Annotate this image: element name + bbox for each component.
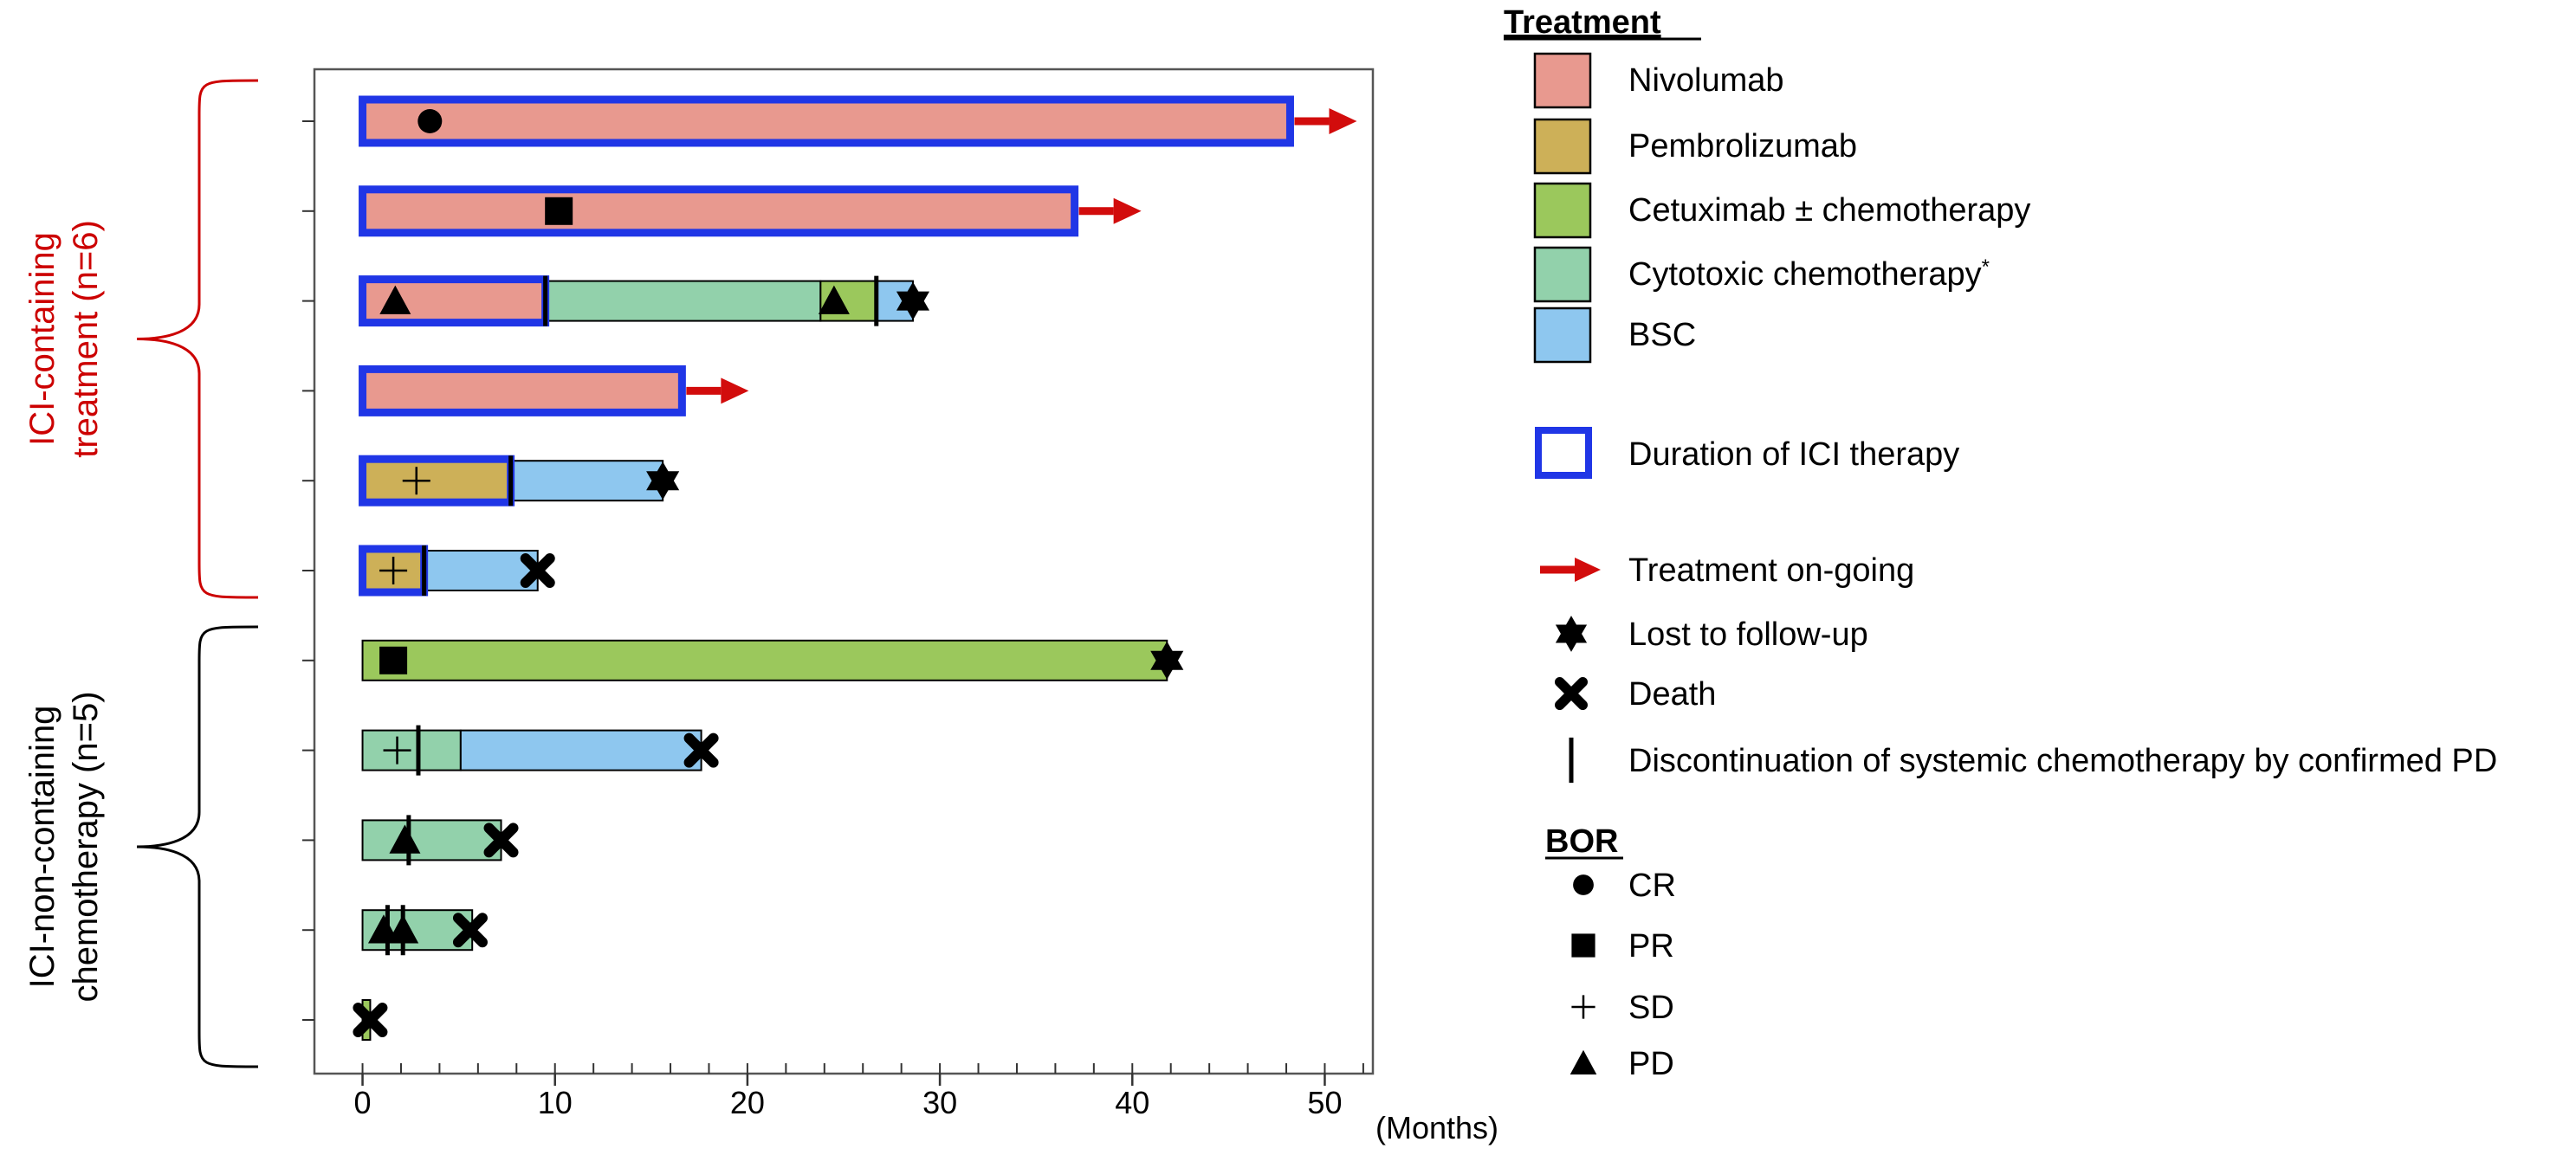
bar-segment-cytotoxic <box>361 819 502 861</box>
lost-star-down <box>896 291 930 320</box>
death-marker <box>452 913 488 948</box>
x-tick-label: 50 <box>1307 1085 1342 1120</box>
group-label-line: ICI-non-containing <box>23 706 61 989</box>
legend-swatch-cetuximab <box>1533 182 1592 239</box>
legend-ongoing-marker <box>1575 558 1601 582</box>
group-label: ICI-non-containing chemotherapy (n=5) <box>23 691 105 1002</box>
legend-ici-frame <box>1535 427 1592 479</box>
legend-sd-marker <box>1571 995 1595 1019</box>
legend-event-label: Discontinuation of systemic chemotherapy… <box>1628 743 2497 779</box>
lost-star-down <box>1555 624 1588 652</box>
sd-marker <box>383 736 411 765</box>
patient-row <box>359 185 1142 237</box>
patient-row <box>361 729 702 771</box>
lost-marker <box>896 281 930 320</box>
bar-segment-bsc <box>509 460 664 502</box>
pd-marker <box>379 285 411 314</box>
legend-treatment-label: Cytotoxic chemotherapy* <box>1628 255 1990 294</box>
death-marker <box>483 823 519 858</box>
pd-marker <box>389 824 421 854</box>
x-tick-label: 10 <box>538 1085 573 1120</box>
cr-marker <box>417 109 443 133</box>
legend-treatment-label: Cetuximab ± chemotherapy <box>1628 192 2030 229</box>
ici-duration-frame <box>359 185 1079 237</box>
death-marker <box>520 553 555 588</box>
legend-swatch-bsc <box>1533 306 1592 364</box>
ongoing-arrow <box>721 377 749 404</box>
sd-marker <box>402 467 430 495</box>
sd-marker <box>379 557 408 584</box>
group-label-line: treatment (n=6) <box>67 220 105 458</box>
death-marker <box>683 732 719 768</box>
legend-event-label: Treatment on-going <box>1628 552 1914 589</box>
x-tick-label: 40 <box>1115 1085 1149 1120</box>
lost-star-down <box>1150 650 1184 680</box>
legend-treatment-label: BSC <box>1628 317 1696 353</box>
bar-segment-pembrolizumab <box>361 460 512 502</box>
legend-event-label: Death <box>1628 676 1716 713</box>
x-axis: 0 10 20 30 40 50 <box>302 120 1364 1120</box>
legend-bor-label: PR <box>1628 928 1674 965</box>
legend: Treatment Nivolumab Pembrolizumab Cetuximab… <box>1504 4 2497 1082</box>
legend-swatch-pembrolizumab <box>1533 118 1592 175</box>
legend-bor-title: BOR <box>1545 823 1618 860</box>
legend-pd-marker <box>1570 1049 1597 1075</box>
legend-bor-label: CR <box>1628 868 1676 904</box>
lost-star-down <box>646 471 680 500</box>
legend-pr-marker <box>1571 933 1595 958</box>
patient-row <box>361 819 502 861</box>
legend-cr-marker <box>1573 874 1594 895</box>
patient-row <box>361 639 1168 681</box>
legend-event-label: Lost to follow-up <box>1628 616 1868 653</box>
lost-marker <box>646 461 680 500</box>
bar-segment-cytotoxic <box>544 280 822 322</box>
group-brace <box>136 79 259 599</box>
event-markers <box>353 109 1184 1037</box>
lost-marker <box>1150 641 1184 680</box>
patient-bars <box>359 95 1357 1041</box>
group-label-line: chemotherapy (n=5) <box>67 691 105 1002</box>
pd-marker <box>818 285 850 314</box>
legend-treatment-label: Pembrolizumab <box>1628 128 1857 165</box>
x-tick-label: 0 <box>354 1085 372 1120</box>
legend-lost-marker <box>1555 616 1588 652</box>
patient-row <box>359 365 749 416</box>
bar-segment-nivolumab <box>361 370 683 412</box>
legend-treatment-label: Nivolumab <box>1628 62 1784 99</box>
ici-duration-frame <box>359 95 1294 147</box>
group-label-line: ICI-containing <box>23 232 61 446</box>
ongoing-arrow <box>1329 108 1357 134</box>
bar-segment-bsc <box>423 550 539 591</box>
ongoing-arrow <box>1113 197 1142 224</box>
ici-duration-frame <box>359 365 686 416</box>
group-label: ICI-containing treatment (n=6) <box>23 220 105 458</box>
legend-swatch-cytotoxic <box>1533 246 1592 303</box>
pr-marker <box>379 646 408 674</box>
bar-segment-nivolumab <box>361 190 1076 232</box>
legend-death-marker <box>1555 677 1588 710</box>
x-tick-label: 30 <box>922 1085 957 1120</box>
x-tick-label: 20 <box>730 1085 765 1120</box>
legend-footnote-mark: * <box>1982 255 1990 279</box>
bar-segment-cytotoxic <box>361 729 462 771</box>
bar-segment-cetuximab <box>361 639 1168 681</box>
legend-ici-label: Duration of ICI therapy <box>1628 436 1959 473</box>
legend-bor-label: PD <box>1628 1046 1674 1082</box>
bar-segment-nivolumab <box>361 100 1291 142</box>
group-brackets: ICI-containing treatment (n=6) ICI-non-con… <box>23 79 259 1068</box>
x-axis-unit-label: (Months) <box>1375 1110 1498 1145</box>
legend-treatment-title: Treatment <box>1504 4 1661 41</box>
pr-marker <box>545 197 573 225</box>
group-brace <box>136 625 259 1068</box>
legend-bor-label: SD <box>1628 990 1674 1026</box>
patient-row <box>359 95 1357 147</box>
legend-swatch-nivolumab <box>1533 52 1592 109</box>
bar-segment-bsc <box>459 729 702 771</box>
death-marker <box>353 1003 388 1037</box>
